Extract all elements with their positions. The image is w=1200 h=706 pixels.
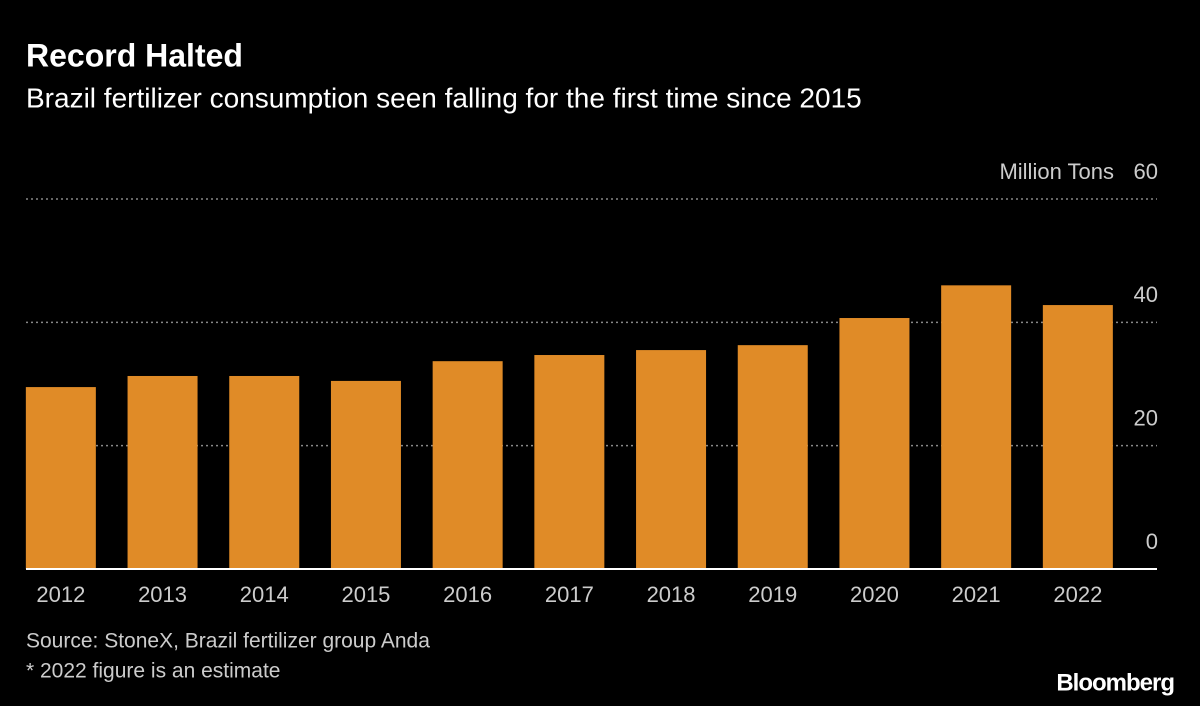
bar	[432, 361, 503, 569]
x-tick-label: 2013	[138, 582, 187, 607]
x-tick-label: 2022	[1053, 582, 1102, 607]
bar	[229, 375, 300, 569]
source: Source: StoneX, Brazil fertilizer group …	[26, 630, 430, 653]
brand-logo: Bloomberg	[1056, 669, 1174, 696]
bar	[941, 285, 1012, 569]
y-axis-label: Million Tons	[999, 159, 1114, 184]
chart-subtitle: Brazil fertilizer consumption seen falli…	[26, 82, 862, 113]
x-tick-label: 2021	[952, 582, 1001, 607]
y-tick-label: 0	[1146, 529, 1158, 554]
bar	[25, 387, 96, 569]
bar	[1042, 305, 1113, 569]
bar	[636, 350, 707, 569]
x-tick-label: 2015	[341, 582, 390, 607]
y-tick-label: 60	[1134, 159, 1158, 184]
chart-title: Record Halted	[26, 37, 243, 73]
bar	[127, 375, 198, 569]
bar	[534, 355, 605, 569]
x-tick-label: 2016	[443, 582, 492, 607]
x-tick-label: 2017	[545, 582, 594, 607]
y-tick-label: 20	[1134, 405, 1158, 430]
bar	[330, 380, 401, 569]
x-tick-label: 2020	[850, 582, 899, 607]
x-tick-label: 2012	[36, 582, 85, 607]
x-tick-label: 2014	[240, 582, 289, 607]
bar	[839, 318, 910, 569]
y-tick-label: 40	[1134, 282, 1158, 307]
bar	[737, 345, 808, 569]
note: * 2022 figure is an estimate	[26, 660, 280, 683]
x-tick-label: 2018	[647, 582, 696, 607]
x-tick-label: 2019	[748, 582, 797, 607]
